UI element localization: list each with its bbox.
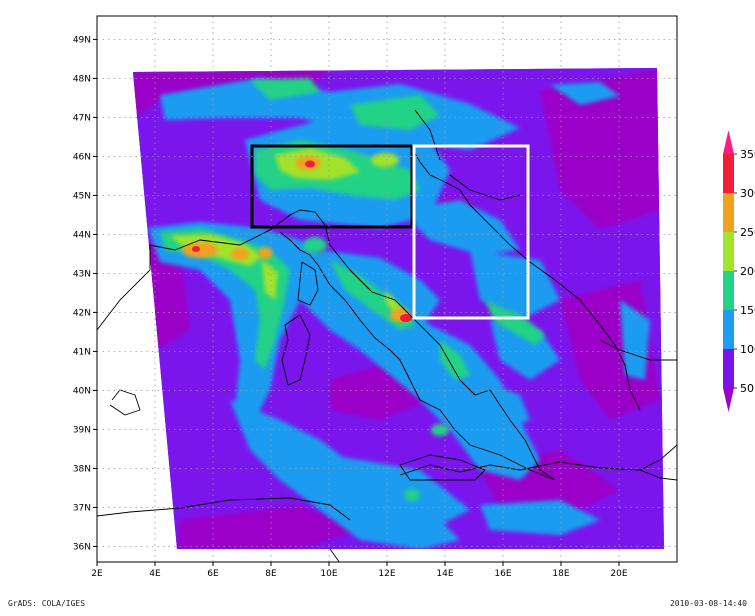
- y-tick-label: 42N: [73, 308, 91, 318]
- y-tick-label: 39N: [73, 425, 91, 435]
- precipitation-field: [133, 68, 664, 549]
- field-level-350: [192, 160, 412, 322]
- colorbar-label: 350: [740, 148, 755, 161]
- colorbar-label: 300: [740, 187, 755, 200]
- y-tick-label: 41N: [73, 347, 91, 357]
- x-tick-label: 6E: [207, 569, 219, 579]
- colorbar-bottom-arrow: [723, 388, 734, 412]
- footer-credit: GrADS: COLA/IGES: [8, 599, 86, 608]
- y-tick-label: 40N: [73, 386, 91, 396]
- field-level-300: [182, 156, 410, 322]
- colorbar-segment: [723, 310, 734, 349]
- x-tick-label: 10E: [320, 569, 337, 579]
- colorbar-label: 200: [740, 265, 755, 278]
- field-level-150: [148, 78, 650, 549]
- y-tick-label: 49N: [73, 35, 91, 45]
- x-axis: 2E 4E 6E 8E 10E 12E 14E 16E 18E 20E: [91, 562, 628, 579]
- colorbar-segment: [723, 271, 734, 310]
- colorbar-segment: [723, 232, 734, 271]
- y-tick-label: 45N: [73, 191, 91, 201]
- colorbar-top-arrow: [723, 130, 734, 154]
- y-tick-label: 47N: [73, 113, 91, 123]
- x-tick-label: 14E: [436, 569, 453, 579]
- y-tick-label: 43N: [73, 269, 91, 279]
- x-tick-label: 20E: [610, 569, 627, 579]
- colorbar-segment: [723, 154, 734, 193]
- y-tick-label: 48N: [73, 74, 91, 84]
- y-tick-label: 46N: [73, 152, 91, 162]
- x-tick-label: 16E: [494, 569, 511, 579]
- box-white: [412, 144, 530, 320]
- y-tick-label: 38N: [73, 464, 91, 474]
- y-axis: 36N 37N 38N 39N 40N 41N 42N 43N 44N 45N 46N 47N 48N 4…: [73, 35, 97, 552]
- x-tick-label: 18E: [552, 569, 569, 579]
- colorbar: 50 100 150 200 250 300 350: [723, 130, 755, 412]
- colorbar-label: 150: [740, 304, 755, 317]
- x-tick-label: 4E: [149, 569, 161, 579]
- box-black: [250, 144, 414, 229]
- x-tick-label: 12E: [378, 569, 395, 579]
- footer-timestamp: 2010-03-08-14:40: [669, 599, 747, 608]
- colorbar-segment: [723, 193, 734, 232]
- x-tick-label: 8E: [265, 569, 277, 579]
- colorbar-segment: [723, 349, 734, 388]
- colorbar-label: 50: [740, 382, 754, 395]
- colorbar-label: 250: [740, 226, 755, 239]
- colorbar-label: 100: [740, 343, 755, 356]
- y-tick-label: 37N: [73, 503, 91, 513]
- y-tick-label: 36N: [73, 542, 91, 552]
- x-tick-label: 2E: [91, 569, 103, 579]
- y-tick-label: 44N: [73, 230, 91, 240]
